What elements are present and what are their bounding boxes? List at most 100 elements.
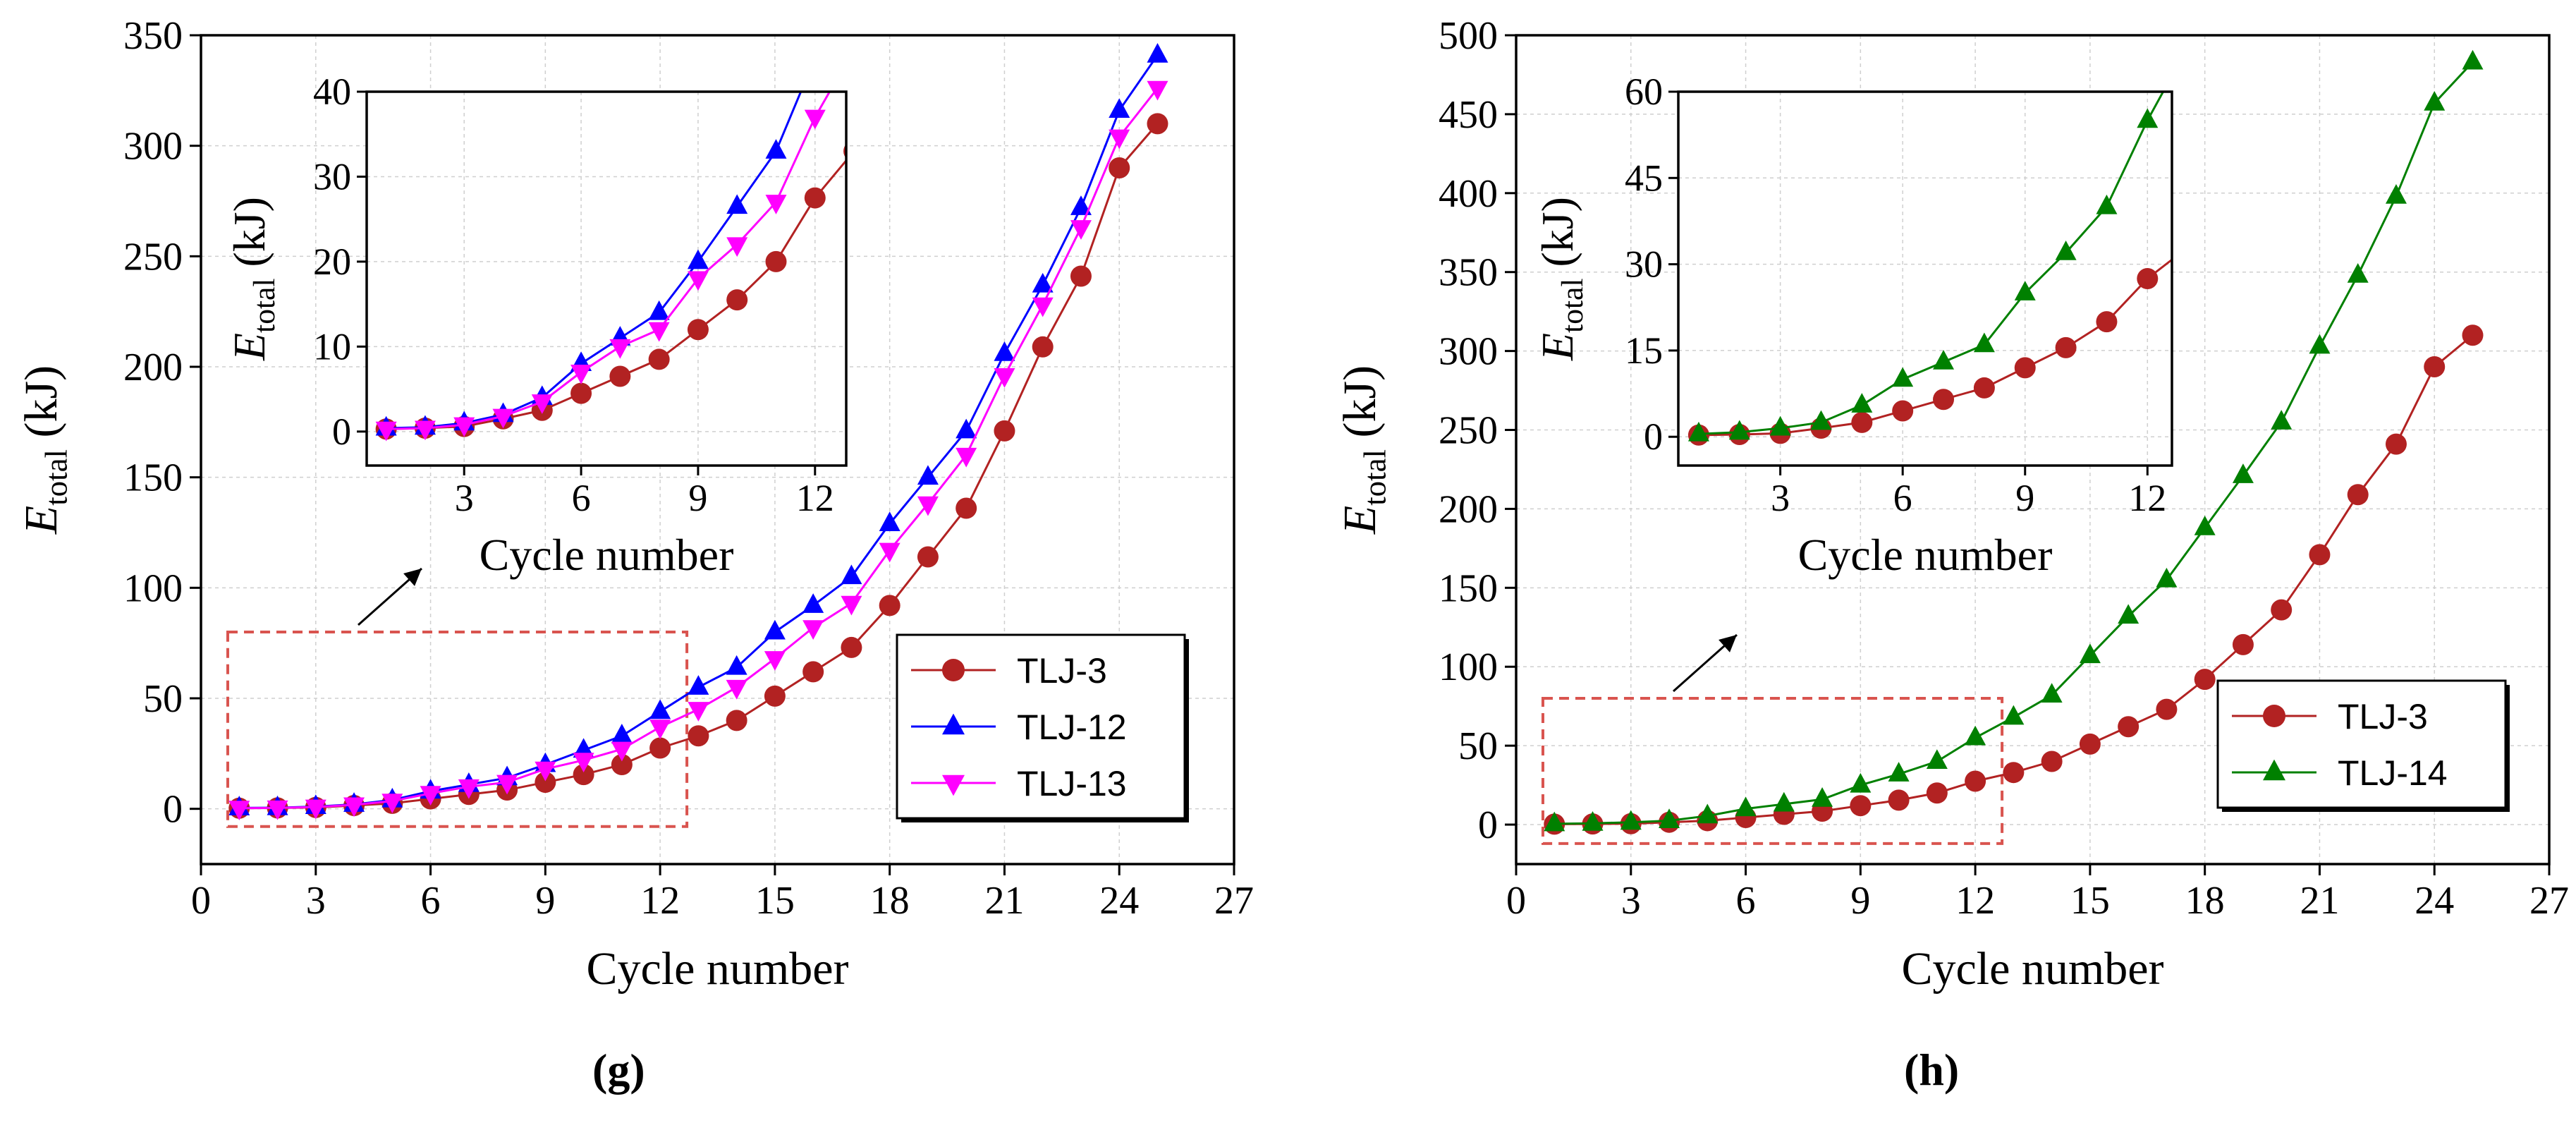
inset-point-TLJ-13: [843, 42, 865, 61]
data-point-TLJ-13: [688, 702, 709, 722]
data-point-TLJ-12: [994, 341, 1015, 361]
data-point-TLJ-14: [1888, 762, 1910, 782]
inset-x-tick-label: 3: [1771, 477, 1790, 519]
y-tick-label: 150: [123, 456, 183, 500]
inset-background: [367, 92, 846, 466]
inset-point-TLJ-3: [2137, 268, 2159, 289]
inset-series: [1687, 92, 2172, 446]
data-point-TLJ-3: [2347, 484, 2369, 506]
y-tick-label: 0: [163, 788, 183, 832]
data-point-TLJ-13: [994, 368, 1015, 388]
x-tick-label: 21: [984, 879, 1024, 923]
inset-point-TLJ-3: [1973, 377, 1995, 399]
data-point-TLJ-14: [1735, 796, 1757, 817]
inset-point-TLJ-3: [804, 187, 826, 209]
data-point-TLJ-13: [420, 786, 441, 806]
inset-point-TLJ-14: [2137, 108, 2159, 128]
data-point-TLJ-12: [917, 465, 939, 485]
inset-point-TLJ-12: [726, 194, 748, 214]
inset-y-axis-label: Etotal (kJ): [224, 197, 281, 361]
data-point-TLJ-12: [649, 699, 671, 719]
data-point-TLJ-12: [688, 675, 709, 695]
x-tick-label: 24: [1099, 879, 1139, 923]
data-point-TLJ-3: [841, 636, 862, 658]
data-point-TLJ-14: [1697, 803, 1719, 824]
inset-background: [1678, 92, 2172, 466]
inset-point-TLJ-13: [492, 408, 514, 429]
inset-y-tick-label: 10: [313, 325, 351, 367]
inset-g: 3 6 9 12 0 10 20 30 40 Cycle number Etotal (kJ): [224, 42, 865, 580]
data-point-TLJ-12: [1070, 195, 1092, 215]
legend-marker: [942, 659, 965, 681]
y-tick-label: 350: [123, 14, 183, 58]
legend-marker: [942, 774, 965, 796]
inset-point-TLJ-14: [1851, 393, 1873, 413]
x-tick-label: 27: [2529, 879, 2569, 923]
data-point-TLJ-12: [879, 511, 901, 531]
x-tick-label: 0: [1506, 879, 1526, 923]
x-tick-label: 12: [1955, 879, 1995, 923]
y-tick-label: 0: [1478, 803, 1498, 847]
data-point-TLJ-12: [764, 619, 786, 640]
y-axis-label: Etotal (kJ): [16, 365, 74, 535]
data-point-TLJ-14: [1773, 791, 1795, 812]
data-point-TLJ-14: [2003, 705, 2025, 725]
x-tick-label: 15: [755, 879, 795, 923]
legend-marker: [2263, 705, 2285, 727]
inset-y-tick-label: 0: [332, 411, 351, 453]
data-point-TLJ-13: [458, 779, 480, 799]
inset-x-tick-label: 6: [1893, 477, 1912, 519]
legend-label: TLJ-12: [1017, 707, 1127, 747]
inset-point-TLJ-12: [648, 300, 670, 320]
data-point-TLJ-3: [2079, 733, 2101, 755]
inset-x-tick-label: 9: [2015, 477, 2034, 519]
inset-point-TLJ-3: [765, 250, 787, 272]
chart-panel-g: 0 3 6 9 12 15 18 21 24 27050100150200250300350Cyc…: [16, 14, 1254, 995]
y-tick-label: 300: [123, 125, 183, 169]
x-tick-label: 12: [640, 879, 680, 923]
data-point-TLJ-14: [2309, 334, 2331, 354]
data-point-TLJ-12: [1147, 42, 1168, 63]
caption-g: (g): [592, 1045, 645, 1095]
inset-y-tick-label: 0: [1644, 415, 1663, 458]
inset-point-TLJ-3: [687, 319, 709, 341]
x-tick-label: 18: [2185, 879, 2225, 923]
inset-point-TLJ-13: [570, 365, 592, 384]
data-point-TLJ-14: [2232, 463, 2254, 483]
inset-point-TLJ-3: [648, 348, 670, 370]
inset-point-TLJ-13: [609, 339, 631, 359]
data-point-TLJ-13: [381, 794, 403, 813]
data-point-TLJ-3: [1926, 782, 1948, 804]
inset-y-tick-label: 60: [1625, 71, 1663, 113]
inset-point-TLJ-3: [609, 365, 631, 387]
data-point-TLJ-3: [2194, 669, 2216, 691]
y-axis-label: Etotal (kJ): [1334, 365, 1393, 535]
y-tick-label: 450: [1439, 93, 1498, 137]
inset-point-TLJ-3: [1933, 389, 1955, 411]
legend-label: TLJ-3: [2338, 697, 2428, 736]
y-tick-label: 500: [1439, 14, 1498, 58]
inset-point-TLJ-14: [1687, 421, 1709, 442]
legend-marker: [2263, 759, 2285, 781]
data-point-TLJ-13: [1109, 129, 1130, 150]
inset-point-TLJ-3: [570, 382, 592, 404]
data-point-TLJ-3: [2309, 544, 2331, 566]
data-point-TLJ-3: [879, 595, 901, 616]
data-point-TLJ-3: [1147, 113, 1168, 135]
data-point-TLJ-3: [2271, 599, 2293, 621]
data-point-TLJ-12: [956, 418, 977, 439]
inset-x-tick-label: 3: [455, 477, 474, 519]
plot-frame: [200, 34, 1235, 865]
data-point-TLJ-3: [688, 725, 709, 747]
legend: TLJ-3 TLJ-12 TLJ-13: [896, 633, 1189, 822]
data-point-TLJ-3: [573, 764, 594, 786]
y-tick-label: 400: [1439, 172, 1498, 216]
data-point-TLJ-3: [1109, 157, 1130, 178]
data-point-TLJ-14: [2385, 184, 2407, 204]
data-point-TLJ-14: [2156, 567, 2178, 588]
inset-x-tick-label: 6: [572, 477, 591, 519]
data-point-TLJ-13: [1032, 297, 1054, 317]
inset-point-TLJ-13: [531, 394, 553, 414]
data-point-TLJ-3: [2003, 762, 2025, 784]
